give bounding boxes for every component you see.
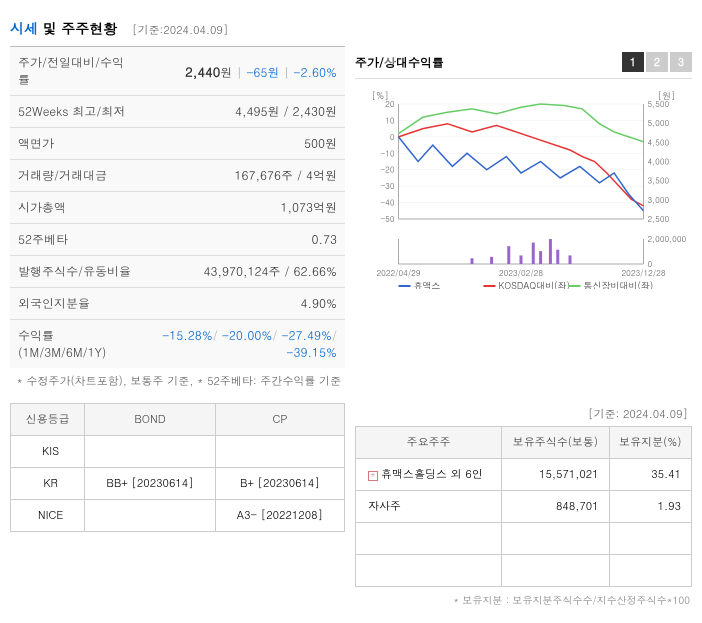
shareholder-table: 주요주주보유주식수(보통)보유지분(%) +휴맥스홀딩스 외 6인15,571,… [355, 426, 692, 587]
svg-text:-50: -50 [380, 214, 394, 225]
return-value: -15.28%/ -20.00%/ -27.49%/ -39.15% [144, 320, 345, 369]
price-row: 52Weeks 최고/최저4,495원 / 2,430원 [10, 96, 345, 128]
section-title: 시세 및 주주현황 [기준:2024.04.09] [10, 10, 692, 46]
shareholder-shares: 848,701 [502, 491, 609, 523]
rating-row: KIS [11, 436, 345, 468]
svg-text:-20: -20 [380, 165, 394, 176]
chart-tabs: 1 2 3 [622, 52, 692, 72]
rating-cell: BB+ [20230614] [85, 468, 216, 500]
rating-row: NICE A3- [20221208] [11, 500, 345, 532]
svg-text:3,500: 3,500 [648, 176, 670, 187]
price-value: 43,970,124주 / 62.66% [144, 256, 345, 288]
shareholder-header: 보유지분(%) [609, 427, 691, 459]
shareholder-pct: 35.41 [609, 459, 691, 491]
svg-text:2,000,000: 2,000,000 [648, 234, 687, 245]
price-label: 발행주식수/유동비율 [10, 256, 144, 288]
shareholder-pct: 1.93 [609, 491, 691, 523]
svg-text:2,500: 2,500 [648, 214, 670, 225]
price-label: 52Weeks 최고/최저 [10, 96, 144, 128]
price-table: 주가/전일대비/수익률2,440원 | -65원 | -2.60%52Weeks… [10, 46, 345, 368]
rating-header: CP [215, 404, 344, 436]
return-label: 수익률 (1M/3M/6M/1Y) [10, 320, 144, 369]
svg-text:2023/02/28: 2023/02/28 [499, 268, 543, 279]
price-value: 4,495원 / 2,430원 [144, 96, 345, 128]
chart-tab-3[interactable]: 3 [670, 52, 692, 72]
shareholder-row: 자사주848,7011.93 [356, 491, 692, 523]
shareholder-name: 자사주 [356, 491, 502, 523]
svg-text:4,000: 4,000 [648, 157, 670, 168]
price-row: 액면가500원 [10, 128, 345, 160]
shareholder-panel: [기준: 2024.04.09] 주요주주보유주식수(보통)보유지분(%) +휴… [355, 403, 692, 613]
expand-icon[interactable]: + [368, 471, 378, 481]
rating-cell: KR [11, 468, 85, 500]
svg-text:5,000: 5,000 [648, 118, 670, 129]
rating-row: KRBB+ [20230614]B+ [20230614] [11, 468, 345, 500]
price-row: 발행주식수/유동비율43,970,124주 / 62.66% [10, 256, 345, 288]
shareholder-row: +휴맥스홀딩스 외 6인15,571,02135.41 [356, 459, 692, 491]
title-rest: 및 주주현황 [38, 18, 117, 38]
chart-title: 주가/상대수익률 [355, 54, 444, 71]
chart-area: [%][원]20100-10-20-30-40-505,5005,0004,50… [355, 79, 692, 299]
return-row: 수익률 (1M/3M/6M/1Y)-15.28%/ -20.00%/ -27.4… [10, 320, 345, 369]
chart-tab-1[interactable]: 1 [622, 52, 644, 72]
svg-text:10: 10 [385, 115, 395, 126]
price-value: 0.73 [144, 224, 345, 256]
svg-text:-40: -40 [380, 198, 394, 209]
price-value: 167,676주 / 4억원 [144, 160, 345, 192]
price-row: 52주베타0.73 [10, 224, 345, 256]
rating-table: 신용등급BONDCP KISKRBB+ [20230614]B+ [202306… [10, 403, 345, 532]
price-label: 52주베타 [10, 224, 144, 256]
svg-text:휴맥스: 휴맥스 [414, 279, 441, 289]
price-label: 액면가 [10, 128, 144, 160]
shareholder-date: [기준: 2024.04.09] [355, 403, 692, 426]
svg-text:2023/12/28: 2023/12/28 [622, 268, 666, 279]
svg-text:-10: -10 [380, 148, 394, 159]
rating-cell: KIS [11, 436, 85, 468]
svg-text:2022/04/29: 2022/04/29 [377, 268, 421, 279]
svg-text:0: 0 [390, 132, 395, 143]
price-panel: 주가/전일대비/수익률2,440원 | -65원 | -2.60%52Weeks… [10, 46, 345, 395]
price-value: 500원 [144, 128, 345, 160]
rating-cell [215, 436, 344, 468]
svg-text:통신장비대비(좌): 통신장비대비(좌) [584, 279, 654, 289]
rating-header: 신용등급 [11, 404, 85, 436]
rating-panel: 신용등급BONDCP KISKRBB+ [20230614]B+ [202306… [10, 403, 345, 613]
price-row: 외국인지분율4.90% [10, 288, 345, 320]
shareholder-header: 주요주주 [356, 427, 502, 459]
price-value: 2,440원 | -65원 | -2.60% [144, 47, 345, 96]
svg-text:3,000: 3,000 [648, 195, 670, 206]
title-highlight: 시세 [10, 18, 38, 38]
rating-header: BOND [85, 404, 216, 436]
date-ref: [기준:2024.04.09] [132, 23, 228, 38]
rating-cell [85, 436, 216, 468]
empty-row [356, 555, 692, 587]
svg-text:-30: -30 [380, 181, 394, 192]
shareholder-footnote: * 보유지분 : 보유지분주식수수/지수산정주식수*100 [355, 587, 692, 613]
chart-panel: 주가/상대수익률 1 2 3 [%][원]20100-10-20-30-40-5… [355, 46, 692, 395]
chart-tab-2[interactable]: 2 [646, 52, 668, 72]
price-value: 1,073억원 [144, 192, 345, 224]
svg-text:4,500: 4,500 [648, 137, 670, 148]
price-label: 거래량/거래대금 [10, 160, 144, 192]
svg-text:20: 20 [385, 99, 395, 110]
shareholder-header: 보유주식수(보통) [502, 427, 609, 459]
svg-text:5,500: 5,500 [648, 99, 670, 110]
shareholder-shares: 15,571,021 [502, 459, 609, 491]
rating-cell: B+ [20230614] [215, 468, 344, 500]
price-row: 거래량/거래대금167,676주 / 4억원 [10, 160, 345, 192]
empty-row [356, 523, 692, 555]
price-label: 주가/전일대비/수익률 [10, 47, 144, 96]
shareholder-name: +휴맥스홀딩스 외 6인 [356, 459, 502, 491]
price-label: 외국인지분율 [10, 288, 144, 320]
price-footnote: * 수정주가(차트포함), 보통주 기준, * 52주베타: 주간수익률 기준 [10, 368, 345, 395]
rating-cell: NICE [11, 500, 85, 532]
line-chart: [%][원]20100-10-20-30-40-505,5005,0004,50… [360, 89, 687, 289]
price-row: 주가/전일대비/수익률2,440원 | -65원 | -2.60% [10, 47, 345, 96]
price-row: 시가총액1,073억원 [10, 192, 345, 224]
rating-cell: A3- [20221208] [215, 500, 344, 532]
svg-text:KOSDAQ대비(좌): KOSDAQ대비(좌) [499, 279, 570, 289]
price-value: 4.90% [144, 288, 345, 320]
price-label: 시가총액 [10, 192, 144, 224]
rating-cell [85, 500, 216, 532]
